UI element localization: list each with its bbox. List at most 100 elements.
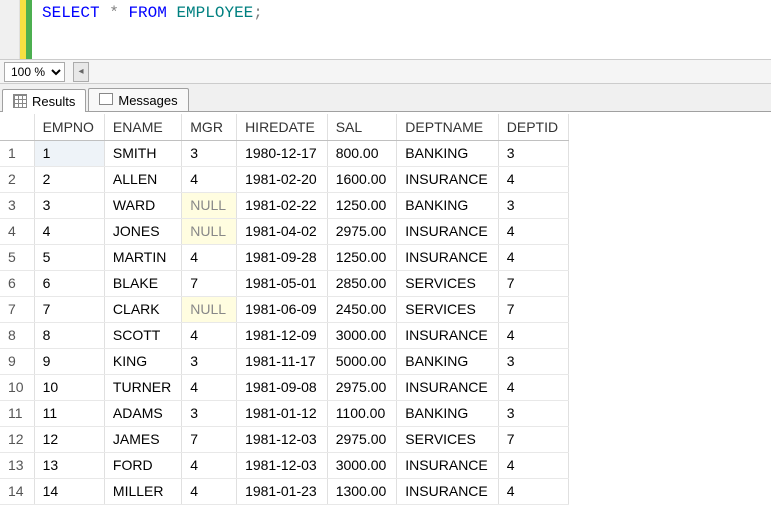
table-row[interactable]: 55MARTIN41981-09-281250.00INSURANCE4 xyxy=(0,244,569,270)
cell[interactable]: 11 xyxy=(34,400,104,426)
cell[interactable]: INSURANCE xyxy=(397,244,498,270)
cell[interactable]: 5000.00 xyxy=(327,348,397,374)
cell[interactable]: 3 xyxy=(182,400,237,426)
cell[interactable]: MILLER xyxy=(104,478,181,504)
cell[interactable]: 2450.00 xyxy=(327,296,397,322)
cell[interactable]: 1250.00 xyxy=(327,244,397,270)
cell[interactable]: 3000.00 xyxy=(327,322,397,348)
cell[interactable]: BANKING xyxy=(397,400,498,426)
row-header[interactable]: 5 xyxy=(0,244,34,270)
cell[interactable]: JAMES xyxy=(104,426,181,452)
cell[interactable]: 1250.00 xyxy=(327,192,397,218)
cell[interactable]: FORD xyxy=(104,452,181,478)
cell[interactable]: BLAKE xyxy=(104,270,181,296)
results-grid[interactable]: EMPNOENAMEMGRHIREDATESALDEPTNAMEDEPTID11… xyxy=(0,114,569,505)
cell[interactable]: 1981-02-20 xyxy=(237,166,328,192)
table-row[interactable]: 22ALLEN41981-02-201600.00INSURANCE4 xyxy=(0,166,569,192)
cell[interactable]: 4 xyxy=(498,452,568,478)
cell[interactable]: 4 xyxy=(182,478,237,504)
cell[interactable]: 800.00 xyxy=(327,140,397,166)
tab-results[interactable]: Results xyxy=(2,89,86,112)
cell[interactable]: 14 xyxy=(34,478,104,504)
cell[interactable]: 1981-05-01 xyxy=(237,270,328,296)
row-header[interactable]: 13 xyxy=(0,452,34,478)
row-header[interactable]: 11 xyxy=(0,400,34,426)
column-header[interactable]: HIREDATE xyxy=(237,114,328,140)
cell[interactable]: CLARK xyxy=(104,296,181,322)
cell[interactable]: SERVICES xyxy=(397,270,498,296)
cell[interactable]: SERVICES xyxy=(397,426,498,452)
cell[interactable]: 2 xyxy=(34,166,104,192)
cell[interactable]: 4 xyxy=(498,244,568,270)
cell[interactable]: 5 xyxy=(34,244,104,270)
cell[interactable]: INSURANCE xyxy=(397,374,498,400)
cell[interactable]: 7 xyxy=(182,270,237,296)
table-row[interactable]: 33WARDNULL1981-02-221250.00BANKING3 xyxy=(0,192,569,218)
row-header[interactable]: 10 xyxy=(0,374,34,400)
cell[interactable]: 3 xyxy=(498,348,568,374)
table-row[interactable]: 1212JAMES71981-12-032975.00SERVICES7 xyxy=(0,426,569,452)
cell[interactable]: 9 xyxy=(34,348,104,374)
column-header[interactable]: SAL xyxy=(327,114,397,140)
cell[interactable]: 4 xyxy=(498,374,568,400)
cell[interactable]: 4 xyxy=(182,244,237,270)
cell[interactable]: 1981-12-03 xyxy=(237,452,328,478)
cell[interactable]: 7 xyxy=(182,426,237,452)
cell[interactable]: 2850.00 xyxy=(327,270,397,296)
column-header[interactable]: DEPTID xyxy=(498,114,568,140)
cell[interactable]: 7 xyxy=(34,296,104,322)
table-row[interactable]: 99KING31981-11-175000.00BANKING3 xyxy=(0,348,569,374)
cell[interactable]: 1 xyxy=(34,140,104,166)
cell[interactable]: 1600.00 xyxy=(327,166,397,192)
cell[interactable]: 1981-09-08 xyxy=(237,374,328,400)
zoom-select[interactable]: 100 % xyxy=(4,62,65,82)
row-header[interactable]: 3 xyxy=(0,192,34,218)
cell[interactable]: 3000.00 xyxy=(327,452,397,478)
row-header[interactable]: 4 xyxy=(0,218,34,244)
cell[interactable]: 1981-02-22 xyxy=(237,192,328,218)
column-header[interactable]: EMPNO xyxy=(34,114,104,140)
cell[interactable]: ADAMS xyxy=(104,400,181,426)
cell[interactable]: WARD xyxy=(104,192,181,218)
cell[interactable]: INSURANCE xyxy=(397,478,498,504)
corner-cell[interactable] xyxy=(0,114,34,140)
cell[interactable]: 1981-04-02 xyxy=(237,218,328,244)
column-header[interactable]: ENAME xyxy=(104,114,181,140)
cell[interactable]: 4 xyxy=(182,374,237,400)
cell[interactable]: 4 xyxy=(34,218,104,244)
cell[interactable]: 3 xyxy=(498,192,568,218)
cell[interactable]: 3 xyxy=(182,348,237,374)
cell[interactable]: 4 xyxy=(182,452,237,478)
cell[interactable]: KING xyxy=(104,348,181,374)
cell[interactable]: SCOTT xyxy=(104,322,181,348)
cell[interactable]: 1981-06-09 xyxy=(237,296,328,322)
cell[interactable]: 1981-12-09 xyxy=(237,322,328,348)
table-row[interactable]: 44JONESNULL1981-04-022975.00INSURANCE4 xyxy=(0,218,569,244)
row-header[interactable]: 1 xyxy=(0,140,34,166)
cell[interactable]: INSURANCE xyxy=(397,218,498,244)
row-header[interactable]: 7 xyxy=(0,296,34,322)
cell[interactable]: 3 xyxy=(34,192,104,218)
scroll-left-icon[interactable]: ◂ xyxy=(73,62,89,82)
table-row[interactable]: 1111ADAMS31981-01-121100.00BANKING3 xyxy=(0,400,569,426)
cell[interactable]: MARTIN xyxy=(104,244,181,270)
cell[interactable]: 4 xyxy=(182,322,237,348)
cell[interactable]: NULL xyxy=(182,218,237,244)
cell[interactable]: 1981-09-28 xyxy=(237,244,328,270)
row-header[interactable]: 6 xyxy=(0,270,34,296)
cell[interactable]: ALLEN xyxy=(104,166,181,192)
cell[interactable]: SERVICES xyxy=(397,296,498,322)
cell[interactable]: 3 xyxy=(498,140,568,166)
row-header[interactable]: 8 xyxy=(0,322,34,348)
cell[interactable]: 8 xyxy=(34,322,104,348)
cell[interactable]: TURNER xyxy=(104,374,181,400)
table-row[interactable]: 11SMITH31980-12-17800.00BANKING3 xyxy=(0,140,569,166)
table-row[interactable]: 1414MILLER41981-01-231300.00INSURANCE4 xyxy=(0,478,569,504)
cell[interactable]: 6 xyxy=(34,270,104,296)
row-header[interactable]: 9 xyxy=(0,348,34,374)
cell[interactable]: INSURANCE xyxy=(397,452,498,478)
cell[interactable]: 7 xyxy=(498,270,568,296)
column-header[interactable]: DEPTNAME xyxy=(397,114,498,140)
cell[interactable]: BANKING xyxy=(397,140,498,166)
row-header[interactable]: 12 xyxy=(0,426,34,452)
